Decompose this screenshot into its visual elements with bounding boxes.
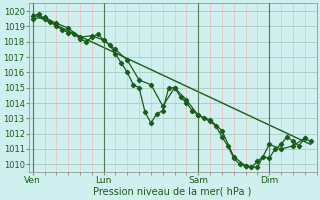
X-axis label: Pression niveau de la mer( hPa ): Pression niveau de la mer( hPa ) (93, 187, 252, 197)
